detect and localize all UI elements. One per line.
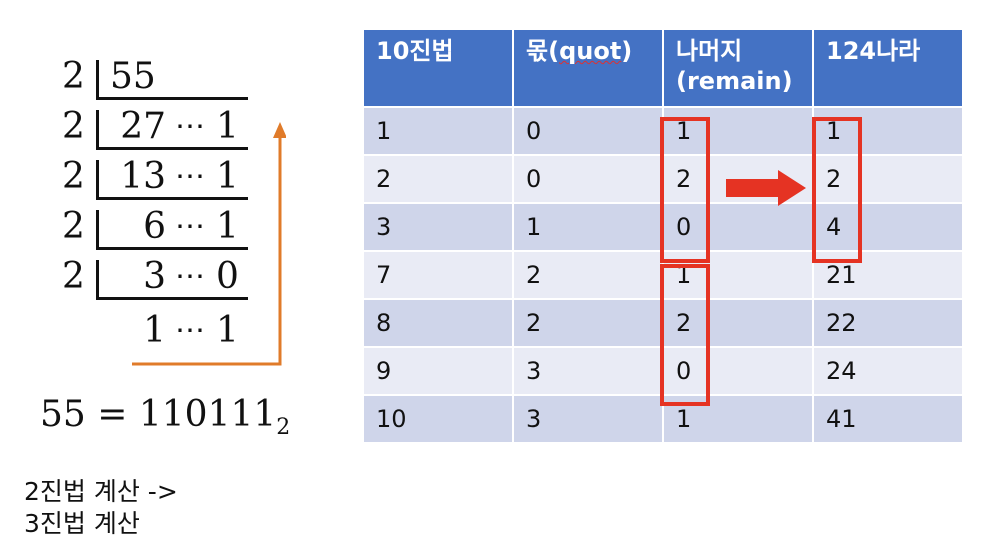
binary-result: 55 = 1101112 [40,392,290,451]
cell-decimal: 10 [362,394,514,444]
ellipsis: ⋯ [175,313,205,348]
division-row: 2 6 ⋯ 1 [0,204,260,250]
cell-decimal: 3 [362,202,514,252]
cell-decimal: 1 [362,106,514,156]
table-row: 10 3 1 41 [362,394,964,444]
header-decimal: 10진법 [362,28,514,108]
ellipsis: ⋯ [175,259,205,294]
cell-remainder: 0 [662,202,814,252]
highlight-box-remainders-2 [660,264,710,406]
division-row: 2 27 ⋯ 1 [0,104,260,150]
division-line [96,247,248,250]
header-quotient-suffix: ) [621,37,633,65]
division-bracket [96,110,99,148]
header-quotient-word: quot [559,37,622,65]
cell-quotient: 2 [512,298,664,348]
highlight-box-124 [812,117,862,263]
division-bracket [96,210,99,248]
table-row: 3 1 0 4 [362,202,964,252]
dividend: 55 [110,56,156,97]
dividend: 27 [120,106,166,147]
caption: 2진법 계산 -> 3진법 계산 [24,476,178,540]
cell-remainder: 1 [662,106,814,156]
division-row: 1 ⋯ 1 [0,308,260,354]
cell-124: 2 [812,154,964,204]
cell-124: 4 [812,202,964,252]
cell-decimal: 9 [362,346,514,396]
division-bracket [96,160,99,198]
header-remainder-line2: (remain) [676,67,793,95]
table-row: 1 0 1 1 [362,106,964,156]
division-bracket [96,60,99,98]
cell-quotient: 0 [512,106,664,156]
caption-line: 2진법 계산 -> [24,477,178,506]
remainder: 1 [216,310,239,351]
division-line [96,197,248,200]
cell-decimal: 2 [362,154,514,204]
highlight-box-remainders-1 [660,117,710,263]
cell-decimal: 7 [362,250,514,300]
table-row: 8 2 2 22 [362,298,964,348]
remainder: 0 [216,256,239,297]
cell-124: 22 [812,298,964,348]
dividend: 13 [120,156,166,197]
result-expression: 55 = 110111 [40,394,277,435]
division-line [96,147,248,150]
conversion-table: 10진법 몫(quot) 나머지 (remain) 124나라 1 0 1 1 2… [362,28,964,444]
divisor: 2 [62,56,85,97]
ellipsis: ⋯ [175,109,205,144]
ellipsis: ⋯ [175,159,205,194]
result-base: 2 [276,415,291,440]
header-remainder: 나머지 (remain) [662,28,814,108]
division-row: 2 3 ⋯ 0 [0,254,260,300]
cell-124: 21 [812,250,964,300]
dividend: 1 [143,310,166,351]
cell-remainder: 1 [662,250,814,300]
table-row: 9 3 0 24 [362,346,964,396]
read-up-arrow-icon [132,122,286,366]
table-row: 7 2 1 21 [362,250,964,300]
remainder: 1 [216,106,239,147]
remainder: 1 [216,206,239,247]
cell-quotient: 3 [512,394,664,444]
divisor: 2 [62,256,85,297]
caption-line: 3진법 계산 [24,509,140,538]
division-line [96,97,248,100]
cell-remainder: 0 [662,346,814,396]
division-row: 2 55 [0,54,260,100]
division-bracket [96,260,99,298]
cell-124: 24 [812,346,964,396]
cell-124: 1 [812,106,964,156]
dividend: 3 [143,256,166,297]
divisor: 2 [62,156,85,197]
dividend: 6 [143,206,166,247]
right-arrow-icon [726,170,806,206]
header-124: 124나라 [812,28,964,108]
header-quotient-prefix: 몫( [526,37,560,65]
divisor: 2 [62,106,85,147]
cell-124: 41 [812,394,964,444]
division-row: 2 13 ⋯ 1 [0,154,260,200]
cell-quotient: 2 [512,250,664,300]
table-header-row: 10진법 몫(quot) 나머지 (remain) 124나라 [362,28,964,108]
ellipsis: ⋯ [175,209,205,244]
remainder: 1 [216,156,239,197]
header-remainder-line1: 나머지 [676,37,743,65]
cell-decimal: 8 [362,298,514,348]
divisor: 2 [62,206,85,247]
cell-quotient: 3 [512,346,664,396]
division-line [96,297,248,300]
cell-quotient: 1 [512,202,664,252]
header-quotient: 몫(quot) [512,28,664,108]
cell-quotient: 0 [512,154,664,204]
cell-remainder: 2 [662,298,814,348]
